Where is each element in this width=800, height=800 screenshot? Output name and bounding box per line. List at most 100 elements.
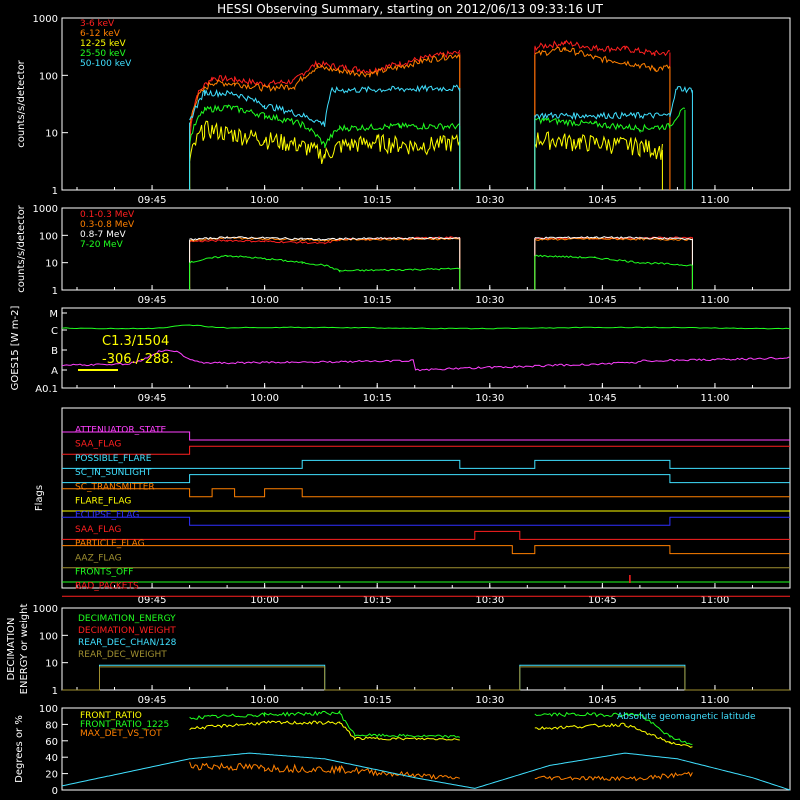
ratio-line — [534, 711, 693, 745]
series-line-25-50 keV — [189, 104, 461, 148]
y-tick-label: 100 — [39, 704, 58, 715]
series-line-7-20 MeV — [189, 254, 461, 273]
y-tick-label: 10 — [45, 129, 58, 140]
ratio-line — [189, 709, 460, 739]
decimation-ylabel-1: DECIMATION — [6, 617, 17, 680]
time-tick-label: 10:00 — [250, 195, 279, 206]
legend-entry: REAR_DEC_CHAN/128 — [78, 638, 177, 648]
y-tick-label: 1000 — [33, 14, 58, 25]
goes-ylabel: GOES15 [W m-2] — [10, 306, 21, 391]
legend-entry: 7-20 MeV — [80, 240, 124, 250]
flag-label: FLARE_FLAG — [75, 497, 131, 507]
goes-annotation-class: C1.3/1504 — [102, 334, 169, 349]
hi-energy-ylabel: counts/s/detector — [16, 204, 27, 292]
time-tick-label: 09:45 — [138, 595, 167, 606]
y-tick-label: 100 — [39, 631, 58, 642]
flag-label: FRONTS_OFF — [75, 568, 133, 578]
y-tick-label: 100 — [39, 71, 58, 82]
time-tick-label: 09:45 — [138, 195, 167, 206]
time-tick-label: 11:00 — [701, 393, 730, 404]
decimation-line — [62, 666, 790, 691]
goes-low-line — [61, 349, 790, 372]
time-tick-label: 10:45 — [588, 295, 617, 306]
time-tick-label: 10:30 — [475, 195, 504, 206]
legend-entry: MAX_DET_VS_TOT — [80, 729, 162, 739]
time-tick-label: 11:00 — [701, 695, 730, 706]
decimation-line — [62, 664, 790, 691]
series-line-0.8-7 MeV — [189, 235, 461, 241]
goes-annotation-position: -306./-288. — [102, 352, 174, 367]
time-tick-label: 10:15 — [363, 295, 392, 306]
legend-entry: DECIMATION_ENERGY — [78, 614, 176, 624]
time-tick-label: 10:30 — [475, 393, 504, 404]
legend-entry: FRONT_RATIO — [80, 711, 142, 721]
time-tick-label: 10:45 — [588, 195, 617, 206]
y-tick-label: 1000 — [33, 204, 58, 215]
ratio-line — [189, 720, 460, 741]
flags-panel-frame — [61, 407, 791, 589]
y-tick-label: 1 — [52, 186, 58, 197]
ratio-ylabel: Degrees or % — [14, 715, 25, 783]
goes-high-line — [61, 324, 791, 330]
time-tick-label: 10:15 — [363, 195, 392, 206]
ratio-line — [534, 771, 693, 782]
time-tick-label: 10:45 — [588, 393, 617, 404]
flag-trace — [62, 488, 790, 498]
time-tick-label: 10:45 — [588, 595, 617, 606]
goes-tick-label: M — [49, 309, 58, 320]
flag-label: SC_TRANSMITTER — [75, 482, 155, 492]
time-tick-label: 09:45 — [138, 295, 167, 306]
figure-title: HESSI Observing Summary, starting on 201… — [217, 2, 603, 16]
series-line-6-12 keV — [189, 52, 461, 129]
y-tick-label: 0 — [52, 786, 58, 797]
y-tick-label: 60 — [45, 737, 58, 748]
series-line-12-25 keV — [534, 131, 663, 160]
time-tick-label: 11:00 — [701, 595, 730, 606]
flag-label: SAA_FLAG — [75, 440, 121, 450]
time-tick-label: 10:30 — [475, 295, 504, 306]
legend-entry: 0.8-7 MeV — [80, 230, 126, 240]
legend-entry: 12-25 keV — [80, 39, 126, 49]
flag-trace — [62, 445, 790, 455]
flag-trace — [62, 516, 790, 526]
time-tick-label: 10:30 — [475, 695, 504, 706]
decimation-ylabel-2: ENERGY or weight — [19, 604, 30, 695]
y-tick-label: 20 — [45, 770, 58, 781]
time-tick-label: 10:00 — [250, 595, 279, 606]
legend-entry: 25-50 keV — [80, 49, 126, 59]
time-tick-label: 10:15 — [363, 393, 392, 404]
time-tick-label: 10:15 — [363, 695, 392, 706]
series-line-25-50 keV — [534, 107, 686, 134]
goes-panel-frame — [61, 307, 791, 389]
goes-tick-label: C — [51, 326, 58, 337]
lo-energy-panel-frame — [61, 17, 791, 191]
time-tick-label: 11:00 — [701, 295, 730, 306]
y-tick-label: 100 — [39, 231, 58, 242]
series-line-7-20 MeV — [534, 254, 693, 267]
y-tick-label: 10 — [45, 659, 58, 670]
goes-tick-label: B — [51, 346, 58, 357]
y-tick-label: 40 — [45, 753, 58, 764]
legend-entry: Absolute geomagnetic latitude — [617, 712, 756, 722]
y-tick-label: 80 — [45, 720, 58, 731]
ratio-line — [189, 761, 460, 780]
time-tick-label: 10:30 — [475, 595, 504, 606]
hi-energy-panel-frame — [61, 207, 791, 291]
series-line-3-6 keV — [189, 49, 461, 146]
time-tick-label: 10:15 — [363, 595, 392, 606]
legend-entry: DECIMATION_WEIGHT — [78, 626, 176, 636]
y-tick-label: 10 — [45, 259, 58, 270]
series-line-50-100 keV — [189, 84, 461, 127]
y-tick-label: 1 — [52, 286, 58, 297]
time-tick-label: 09:45 — [138, 695, 167, 706]
flag-trace — [62, 474, 790, 484]
legend-entry: 0.3-0.8 MeV — [80, 220, 135, 230]
legend-entry: 6-12 keV — [80, 29, 121, 39]
flag-label: PARTICLE_FLAG — [75, 539, 145, 549]
ratio-line — [534, 722, 693, 748]
lo-energy-ylabel: counts/s/detector — [16, 59, 27, 147]
time-tick-label: 10:00 — [250, 695, 279, 706]
flags-ylabel: Flags — [34, 485, 45, 511]
